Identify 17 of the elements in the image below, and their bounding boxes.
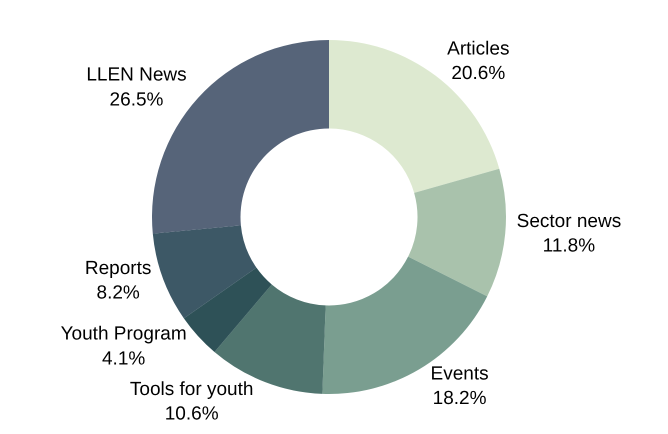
slice-label: Reports [84,258,152,279]
data-label: 4.1% [102,348,146,370]
data-label: 10.6% [164,404,219,425]
data-label: 11.8% [542,236,596,257]
slice-label: Youth Program [60,324,187,345]
donut-slice [184,268,272,352]
slice-label: Events [430,363,489,384]
data-label: 8.2% [96,282,140,304]
slice-label: Sector news [516,211,622,232]
donut-slice [408,168,506,296]
data-label: 20.6% [451,63,506,84]
data-label: 26.5% [110,89,164,110]
slice-label: Tools for youth [130,378,254,400]
slice-label: LLEN News [86,64,187,86]
slice-label: Articles [447,38,510,60]
donut-slice [152,225,256,318]
data-label: 18.2% [432,388,487,410]
